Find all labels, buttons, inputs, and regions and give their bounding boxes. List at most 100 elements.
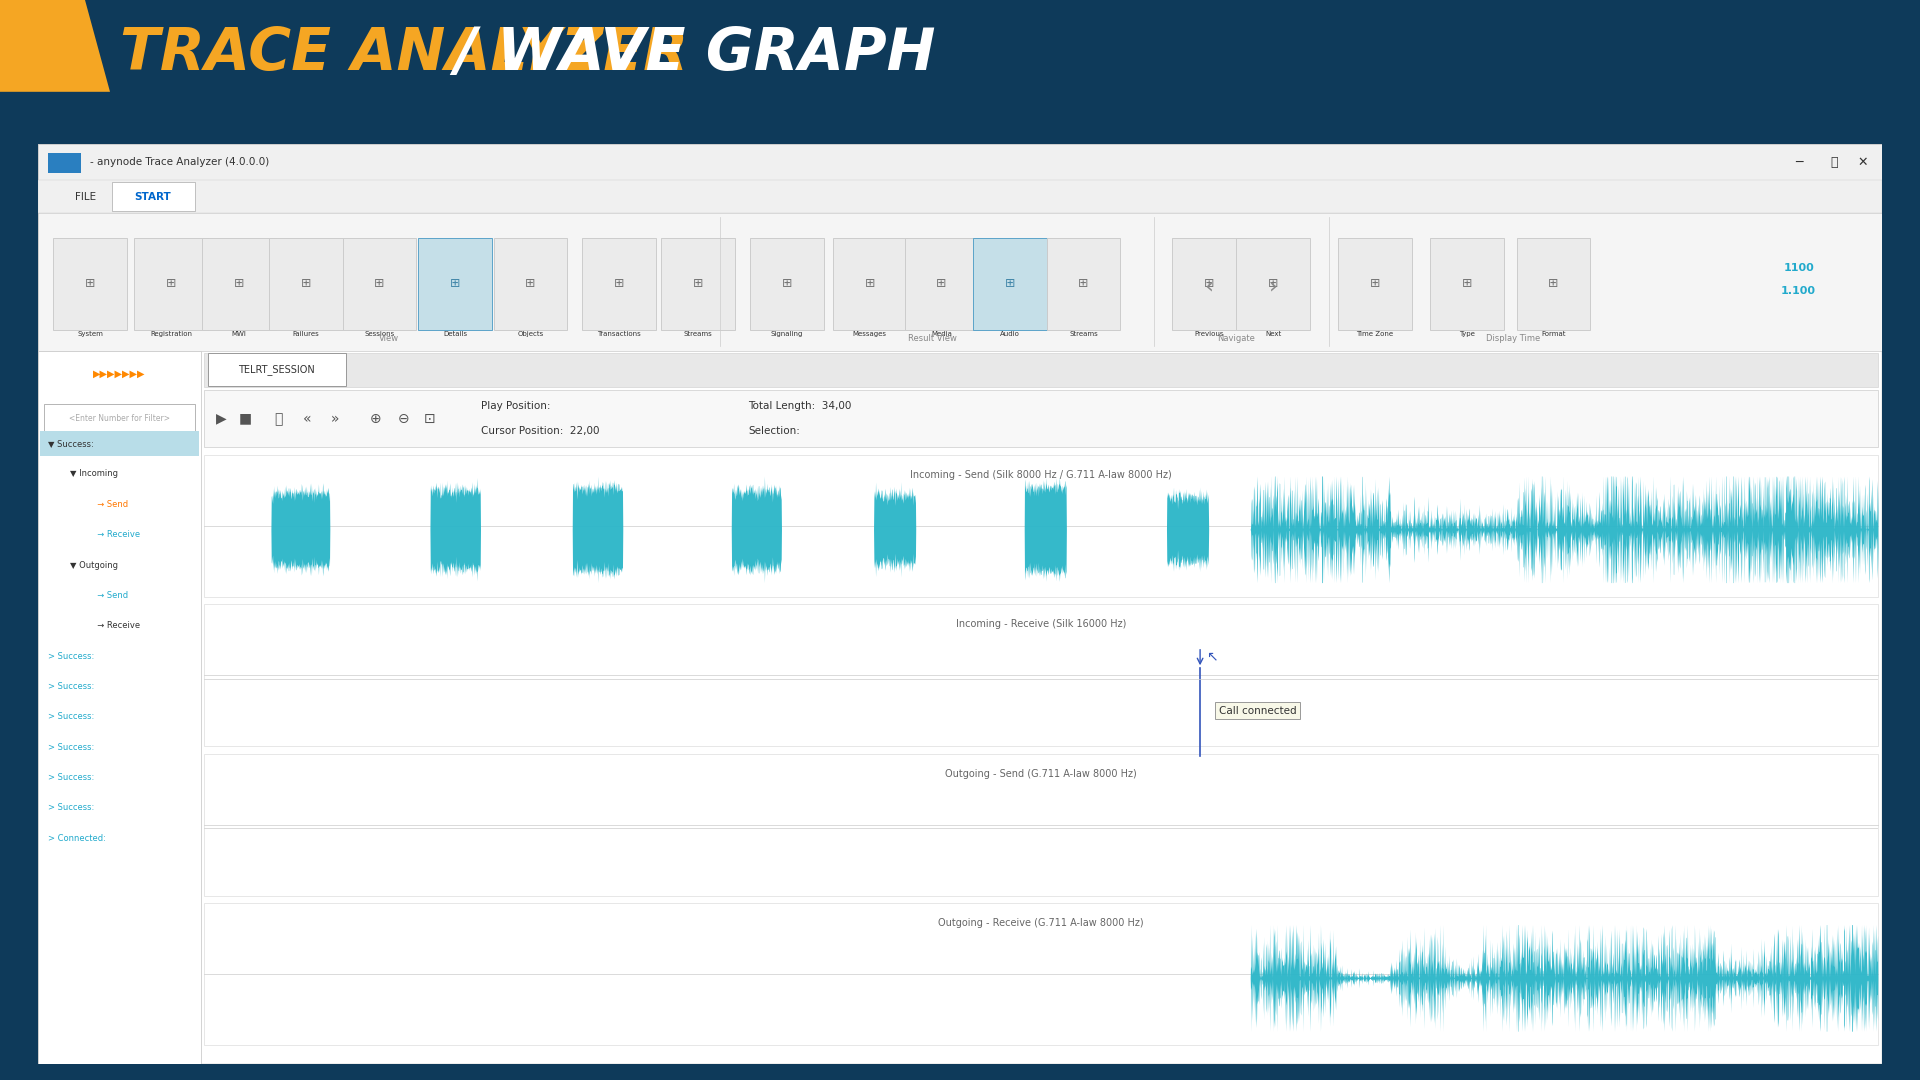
Text: > Success:: > Success: [48, 804, 94, 812]
Text: ⊞: ⊞ [693, 278, 703, 291]
Text: FILE: FILE [75, 191, 96, 202]
FancyBboxPatch shape [44, 404, 196, 433]
Text: ⊞: ⊞ [1461, 278, 1473, 291]
FancyBboxPatch shape [973, 239, 1046, 329]
Text: ▼ Success:: ▼ Success: [48, 440, 94, 448]
FancyBboxPatch shape [38, 351, 200, 1064]
Text: ⊞: ⊞ [1267, 278, 1279, 291]
Text: Streams: Streams [1069, 332, 1098, 337]
FancyBboxPatch shape [204, 455, 1878, 597]
Text: → Send: → Send [92, 500, 129, 509]
FancyBboxPatch shape [419, 239, 492, 329]
Text: → Send: → Send [92, 591, 129, 599]
Text: > Success:: > Success: [48, 773, 94, 782]
Text: Selection:: Selection: [749, 427, 801, 436]
Text: ─: ─ [1795, 156, 1803, 168]
Text: TELRT_SESSION: TELRT_SESSION [238, 365, 315, 376]
Text: Sessions: Sessions [365, 332, 394, 337]
Text: MWI: MWI [232, 332, 248, 337]
Text: ⊞: ⊞ [449, 278, 461, 291]
FancyBboxPatch shape [40, 431, 200, 457]
Text: ▶: ▶ [215, 411, 227, 426]
FancyBboxPatch shape [1338, 239, 1411, 329]
Text: ⊞: ⊞ [1004, 278, 1016, 291]
Text: Details: Details [444, 332, 467, 337]
Text: ›: › [1269, 276, 1279, 296]
Text: Objects: Objects [516, 332, 543, 337]
Text: System: System [77, 332, 104, 337]
Text: Navigate: Navigate [1217, 335, 1256, 343]
FancyBboxPatch shape [48, 153, 81, 173]
Text: Signaling: Signaling [770, 332, 803, 337]
Text: ⊞: ⊞ [864, 278, 876, 291]
Text: ⊞: ⊞ [300, 278, 311, 291]
Text: Audio: Audio [1000, 332, 1020, 337]
Text: 1100: 1100 [1784, 262, 1814, 273]
Text: Incoming - Receive (Silk 16000 Hz): Incoming - Receive (Silk 16000 Hz) [956, 620, 1127, 630]
FancyBboxPatch shape [204, 754, 1878, 896]
FancyBboxPatch shape [204, 604, 1878, 746]
Text: > Success:: > Success: [48, 713, 94, 721]
FancyBboxPatch shape [493, 239, 568, 329]
Text: ⊞: ⊞ [614, 278, 624, 291]
FancyBboxPatch shape [1236, 239, 1309, 329]
Text: 1.100: 1.100 [1782, 286, 1816, 296]
Text: Format: Format [1542, 332, 1567, 337]
Text: ⬛: ⬛ [275, 411, 282, 426]
Text: → Receive: → Receive [92, 621, 140, 631]
Text: ↖: ↖ [1206, 649, 1217, 663]
Text: ⊖: ⊖ [397, 411, 409, 426]
Text: ⊞: ⊞ [1548, 278, 1559, 291]
Text: Previous: Previous [1194, 332, 1223, 337]
Text: → Receive: → Receive [92, 530, 140, 539]
FancyBboxPatch shape [38, 180, 1882, 213]
Text: ✕: ✕ [1859, 156, 1868, 168]
FancyBboxPatch shape [38, 144, 1882, 1064]
Text: «: « [303, 411, 311, 426]
Text: Time Zone: Time Zone [1356, 332, 1394, 337]
Text: ■: ■ [238, 411, 252, 426]
FancyBboxPatch shape [269, 239, 342, 329]
Text: Outgoing - Receive (G.711 A-law 8000 Hz): Outgoing - Receive (G.711 A-law 8000 Hz) [939, 918, 1144, 929]
Text: <Enter Number for Filter>: <Enter Number for Filter> [69, 415, 171, 423]
FancyBboxPatch shape [751, 239, 824, 329]
Text: ⊞: ⊞ [937, 278, 947, 291]
FancyBboxPatch shape [111, 183, 196, 211]
FancyBboxPatch shape [54, 239, 127, 329]
Text: Transactions: Transactions [597, 332, 641, 337]
Text: Cursor Position:  22,00: Cursor Position: 22,00 [480, 427, 599, 436]
Text: > Success:: > Success: [48, 683, 94, 691]
FancyBboxPatch shape [904, 239, 979, 329]
Text: Failures: Failures [292, 332, 319, 337]
Text: Messages: Messages [852, 332, 887, 337]
FancyBboxPatch shape [660, 239, 735, 329]
Text: ⊡: ⊡ [422, 411, 436, 426]
Text: TRACE ANALYZER: TRACE ANALYZER [119, 26, 687, 82]
Text: Streams: Streams [684, 332, 712, 337]
Text: Total Length:  34,00: Total Length: 34,00 [749, 401, 851, 411]
FancyBboxPatch shape [204, 390, 1878, 447]
Text: ‹: ‹ [1204, 276, 1213, 296]
Text: ⊞: ⊞ [526, 278, 536, 291]
FancyBboxPatch shape [134, 239, 207, 329]
FancyBboxPatch shape [833, 239, 906, 329]
FancyBboxPatch shape [342, 239, 417, 329]
Text: ▶▶▶▶▶▶▶: ▶▶▶▶▶▶▶ [94, 368, 146, 379]
Text: Display Time: Display Time [1486, 335, 1540, 343]
Text: > Success:: > Success: [48, 651, 94, 661]
Text: View: View [378, 335, 399, 343]
Text: ⊞: ⊞ [1204, 278, 1213, 291]
FancyBboxPatch shape [1430, 239, 1503, 329]
Text: ⊕: ⊕ [371, 411, 382, 426]
Text: ⊞: ⊞ [374, 278, 384, 291]
FancyBboxPatch shape [204, 903, 1878, 1045]
Text: Outgoing - Send (G.711 A-law 8000 Hz): Outgoing - Send (G.711 A-law 8000 Hz) [945, 769, 1137, 779]
Polygon shape [0, 0, 109, 92]
Text: ▼ Incoming: ▼ Incoming [69, 470, 117, 478]
FancyBboxPatch shape [207, 353, 346, 386]
FancyBboxPatch shape [204, 352, 1878, 388]
Text: Incoming - Send (Silk 8000 Hz / G.711 A-law 8000 Hz): Incoming - Send (Silk 8000 Hz / G.711 A-… [910, 470, 1171, 480]
Text: ⊞: ⊞ [165, 278, 177, 291]
FancyBboxPatch shape [202, 239, 276, 329]
Text: Media: Media [931, 332, 952, 337]
